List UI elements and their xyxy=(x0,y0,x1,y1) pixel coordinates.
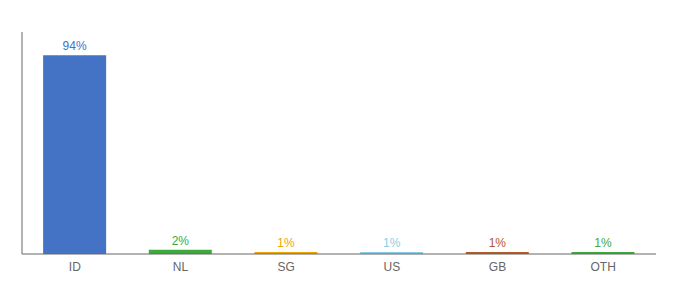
svg-text:NL: NL xyxy=(173,260,189,274)
svg-text:SG: SG xyxy=(277,260,294,274)
svg-text:94%: 94% xyxy=(63,39,87,53)
svg-text:OTH: OTH xyxy=(590,260,615,274)
svg-text:1%: 1% xyxy=(277,236,295,250)
svg-text:GB: GB xyxy=(489,260,506,274)
svg-text:1%: 1% xyxy=(594,236,612,250)
svg-text:1%: 1% xyxy=(489,236,507,250)
svg-text:2%: 2% xyxy=(172,234,190,248)
svg-text:1%: 1% xyxy=(383,236,401,250)
svg-text:ID: ID xyxy=(69,260,81,274)
svg-text:US: US xyxy=(383,260,400,274)
